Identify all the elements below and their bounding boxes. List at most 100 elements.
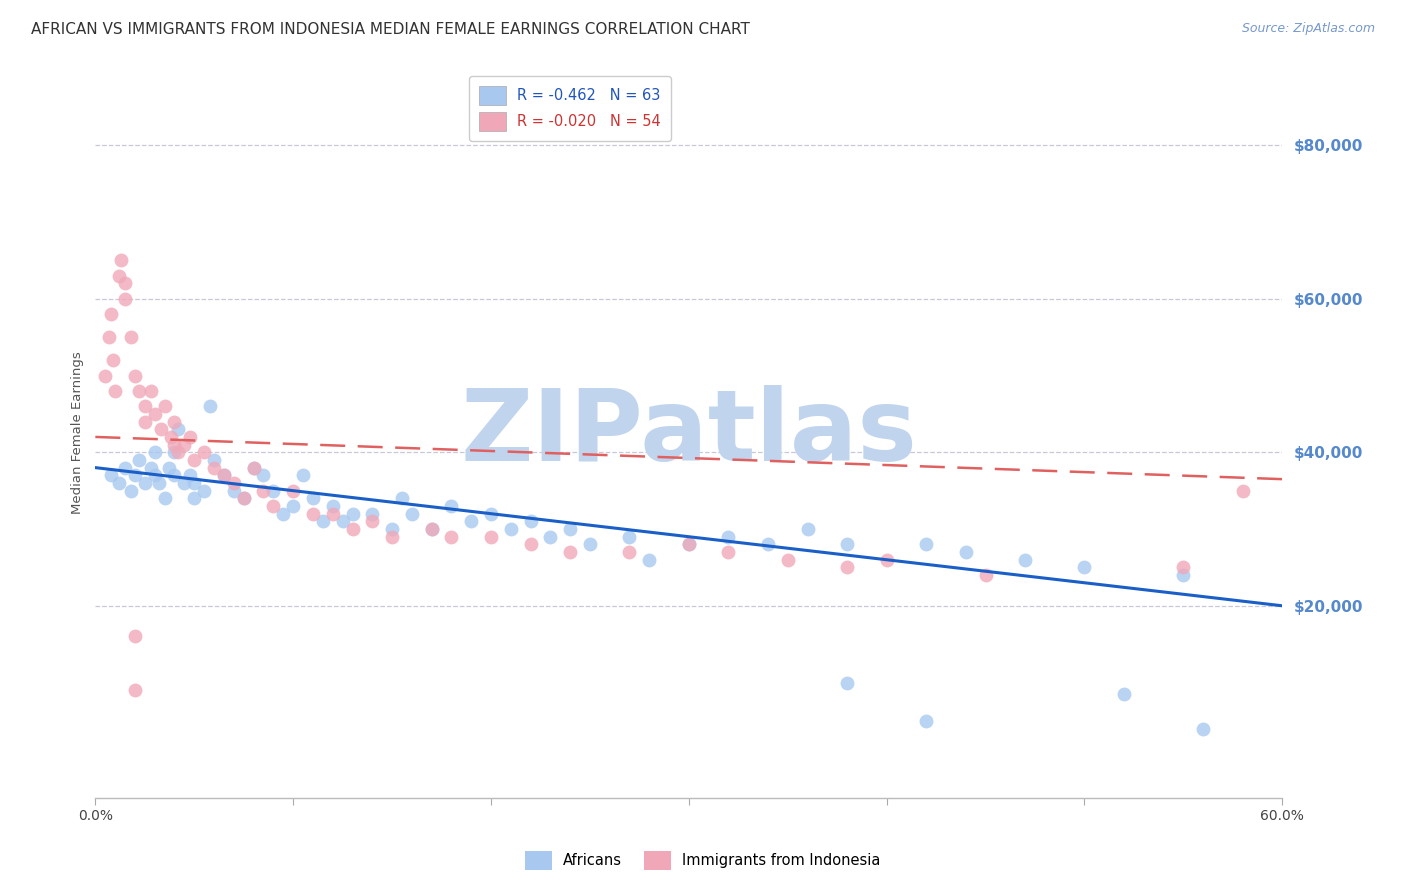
Point	[212, 468, 235, 483]
Point	[756, 537, 779, 551]
Point	[717, 530, 740, 544]
Point	[302, 507, 325, 521]
Point	[499, 522, 522, 536]
Point	[678, 537, 700, 551]
Legend: R = -0.462   N = 63, R = -0.020   N = 54: R = -0.462 N = 63, R = -0.020 N = 54	[470, 76, 671, 141]
Point	[128, 384, 150, 398]
Point	[440, 499, 463, 513]
Point	[252, 468, 274, 483]
Point	[479, 530, 502, 544]
Point	[361, 507, 384, 521]
Point	[173, 475, 195, 490]
Point	[312, 514, 335, 528]
Point	[876, 553, 898, 567]
Point	[153, 399, 176, 413]
Point	[134, 415, 156, 429]
Point	[283, 483, 305, 498]
Point	[302, 491, 325, 506]
Point	[440, 530, 463, 544]
Point	[124, 468, 146, 483]
Point	[173, 437, 195, 451]
Point	[124, 368, 146, 383]
Point	[796, 522, 818, 536]
Point	[252, 483, 274, 498]
Point	[179, 468, 201, 483]
Point	[167, 422, 190, 436]
Point	[381, 522, 404, 536]
Point	[1173, 568, 1195, 582]
Point	[222, 475, 245, 490]
Point	[479, 507, 502, 521]
Point	[153, 491, 176, 506]
Point	[579, 537, 602, 551]
Point	[114, 460, 136, 475]
Point	[183, 475, 205, 490]
Point	[262, 483, 284, 498]
Point	[134, 475, 156, 490]
Point	[835, 537, 858, 551]
Point	[163, 468, 186, 483]
Point	[143, 407, 166, 421]
Point	[110, 253, 132, 268]
Point	[104, 384, 127, 398]
Point	[835, 560, 858, 574]
Point	[420, 522, 443, 536]
Point	[1073, 560, 1095, 574]
Point	[128, 453, 150, 467]
Point	[100, 468, 122, 483]
Point	[262, 499, 284, 513]
Point	[519, 537, 541, 551]
Point	[460, 514, 482, 528]
Point	[157, 460, 180, 475]
Point	[420, 522, 443, 536]
Point	[955, 545, 977, 559]
Point	[108, 475, 131, 490]
Point	[222, 483, 245, 498]
Point	[342, 522, 364, 536]
Point	[163, 415, 186, 429]
Point	[283, 499, 305, 513]
Point	[776, 553, 799, 567]
Point	[1014, 553, 1036, 567]
Point	[271, 507, 294, 521]
Point	[124, 630, 146, 644]
Point	[114, 292, 136, 306]
Point	[212, 468, 235, 483]
Point	[242, 460, 264, 475]
Point	[139, 460, 162, 475]
Point	[342, 507, 364, 521]
Point	[139, 384, 162, 398]
Point	[915, 714, 938, 728]
Point	[124, 683, 146, 698]
Point	[163, 445, 186, 459]
Point	[519, 514, 541, 528]
Point	[143, 445, 166, 459]
Text: ZIPatlas: ZIPatlas	[460, 384, 917, 482]
Point	[332, 514, 354, 528]
Point	[1232, 483, 1254, 498]
Point	[159, 430, 181, 444]
Point	[120, 483, 142, 498]
Point	[1173, 560, 1195, 574]
Point	[193, 445, 215, 459]
Point	[193, 483, 215, 498]
Point	[179, 430, 201, 444]
Point	[108, 268, 131, 283]
Point	[619, 530, 641, 544]
Point	[114, 277, 136, 291]
Point	[94, 368, 117, 383]
Point	[538, 530, 561, 544]
Point	[143, 468, 166, 483]
Point	[163, 437, 186, 451]
Point	[292, 468, 315, 483]
Text: AFRICAN VS IMMIGRANTS FROM INDONESIA MEDIAN FEMALE EARNINGS CORRELATION CHART: AFRICAN VS IMMIGRANTS FROM INDONESIA MED…	[31, 22, 749, 37]
Text: Source: ZipAtlas.com: Source: ZipAtlas.com	[1241, 22, 1375, 36]
Point	[202, 453, 225, 467]
Point	[242, 460, 264, 475]
Point	[638, 553, 661, 567]
Point	[148, 475, 170, 490]
Point	[232, 491, 254, 506]
Point	[361, 514, 384, 528]
Point	[558, 545, 581, 559]
Point	[198, 399, 221, 413]
